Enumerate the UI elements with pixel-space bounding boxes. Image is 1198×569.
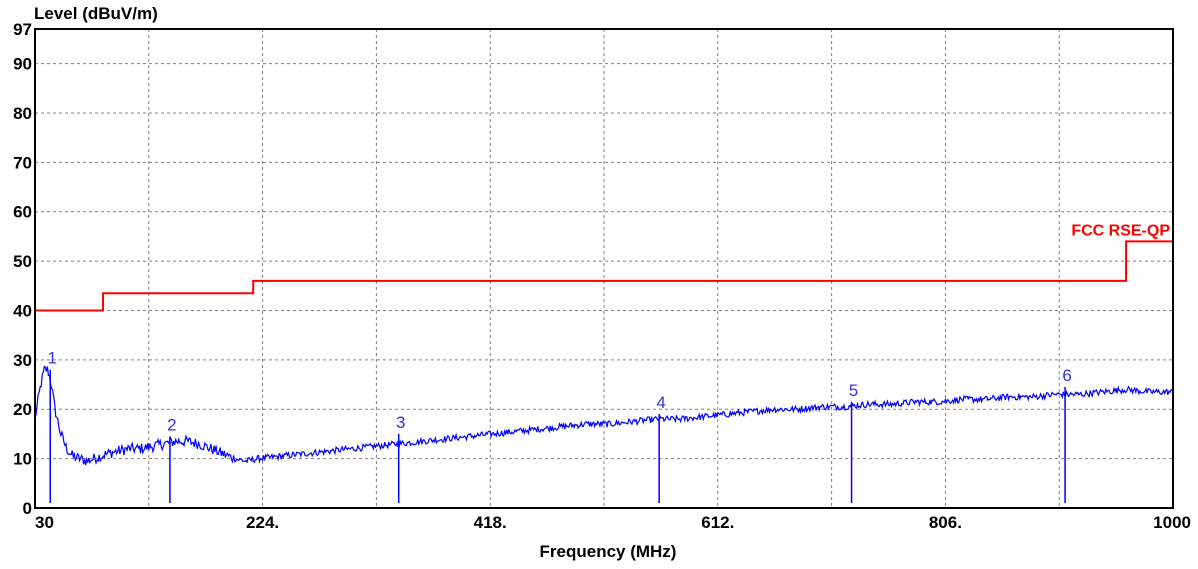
limit-line-group: FCC RSE-QP: [35, 222, 1173, 312]
y-tick-label: 90: [13, 55, 32, 74]
marker-label: 3: [396, 413, 405, 432]
plot-background: [35, 29, 1173, 508]
limit-line-label: FCC RSE-QP: [1071, 222, 1170, 239]
y-axis-title: Level (dBuV/m): [34, 4, 158, 23]
markers-group: 1 2 3 4 5 6: [48, 349, 1072, 504]
grid: [35, 29, 1173, 508]
limit-line: [35, 240, 1173, 312]
plot-frame-group: [34, 28, 1174, 509]
x-axis-title: Frequency (MHz): [540, 542, 677, 561]
y-tick-label: 30: [13, 351, 32, 370]
marker-label: 5: [849, 381, 858, 400]
x-tick-label: 612.: [701, 513, 734, 532]
y-tick-label: 50: [13, 252, 32, 271]
y-tick-label: 10: [13, 450, 32, 469]
y-tick-label: 97: [13, 20, 32, 39]
trace-group: [34, 365, 1174, 466]
y-tick-label: 40: [13, 301, 32, 320]
x-tick-label: 418.: [474, 513, 507, 532]
measurement-trace: [34, 365, 1174, 466]
marker-label: 2: [167, 415, 176, 434]
marker-label: 6: [1062, 366, 1071, 385]
y-tick-label: 0: [23, 499, 32, 518]
plot-frame: [34, 28, 1174, 509]
tick-labels: 0 10 20 30 40 50 60 70 80 90 97 30 224. 418. 612. 806. 1…: [13, 20, 1191, 532]
x-tick-label: 1000: [1153, 513, 1191, 532]
y-tick-label: 60: [13, 203, 32, 222]
x-tick-label: 224.: [246, 513, 279, 532]
x-tick-label: 806.: [929, 513, 962, 532]
x-tick-label: 30: [35, 513, 54, 532]
y-tick-label: 20: [13, 400, 32, 419]
y-tick-label: 70: [13, 153, 32, 172]
marker-label: 4: [656, 393, 665, 412]
marker-label: 1: [48, 349, 57, 368]
y-tick-label: 80: [13, 104, 32, 123]
